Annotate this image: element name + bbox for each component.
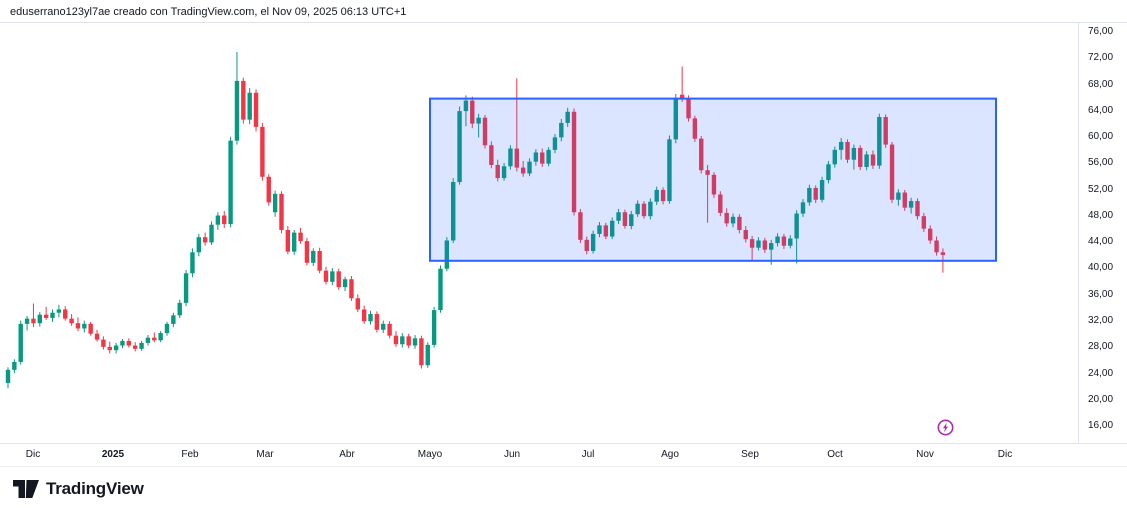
time-tick-label: Ago xyxy=(661,449,679,460)
price-tick-label: 64,00 xyxy=(1088,104,1114,116)
price-tick-label: 76,00 xyxy=(1088,26,1114,37)
highlight-rectangle-drawing[interactable] xyxy=(429,97,997,262)
price-tick-label: 24,00 xyxy=(1088,367,1114,379)
price-axis[interactable]: 76,00 72,00 68,00 64,00 60,00 56,00 52,00 48,00… xyxy=(1079,22,1127,443)
time-tick-label: Jun xyxy=(503,449,521,460)
time-tick-label: Abr xyxy=(339,449,355,460)
price-tick-label: 60,00 xyxy=(1088,131,1114,143)
time-axis-bottom-border xyxy=(0,466,1127,467)
time-axis[interactable]: Dic 2025 Feb Mar Abr Mayo Jun Jul Ago Sep Oct Nov Di… xyxy=(0,443,1127,466)
price-tick-label: 72,00 xyxy=(1088,52,1114,64)
price-tick-label: 20,00 xyxy=(1088,393,1114,405)
time-tick-label: Oct xyxy=(827,449,843,460)
time-axis-border xyxy=(0,443,1127,444)
pane-top-border xyxy=(0,22,1127,23)
price-tick-label: 48,00 xyxy=(1088,209,1114,221)
time-tick-label: Sep xyxy=(741,449,759,460)
tradingview-logo[interactable]: TradingView xyxy=(13,479,144,499)
bolt-glyph xyxy=(942,422,948,432)
price-tick-label: 16,00 xyxy=(1088,420,1114,431)
price-tick-label: 28,00 xyxy=(1088,341,1114,353)
time-tick-label: Dic xyxy=(25,449,41,460)
time-tick-label: Nov xyxy=(916,449,934,460)
time-tick-label: Jul xyxy=(581,449,595,460)
price-tick-label: 44,00 xyxy=(1088,236,1114,248)
price-tick-label: 52,00 xyxy=(1088,183,1114,195)
time-tick-label: Feb xyxy=(181,449,199,460)
tradingview-logo-text: TradingView xyxy=(46,479,144,498)
time-tick-label: 2025 xyxy=(101,449,125,460)
time-tick-label: Mar xyxy=(256,449,274,460)
chart-attribution: eduserrano123yl7ae creado con TradingVie… xyxy=(10,6,407,18)
price-tick-label: 32,00 xyxy=(1088,314,1114,326)
tradingview-logo-mark xyxy=(13,480,39,498)
price-axis-separator xyxy=(1078,22,1079,443)
lightning-event-icon[interactable] xyxy=(937,419,954,436)
price-tick-label: 68,00 xyxy=(1088,78,1114,90)
price-tick-label: 40,00 xyxy=(1088,262,1114,274)
time-tick-label: Mayo xyxy=(417,449,443,460)
price-tick-label: 36,00 xyxy=(1088,288,1114,300)
price-tick-label: 56,00 xyxy=(1088,157,1114,169)
candlestick-series xyxy=(5,52,946,389)
time-tick-label: Dic xyxy=(997,449,1013,460)
